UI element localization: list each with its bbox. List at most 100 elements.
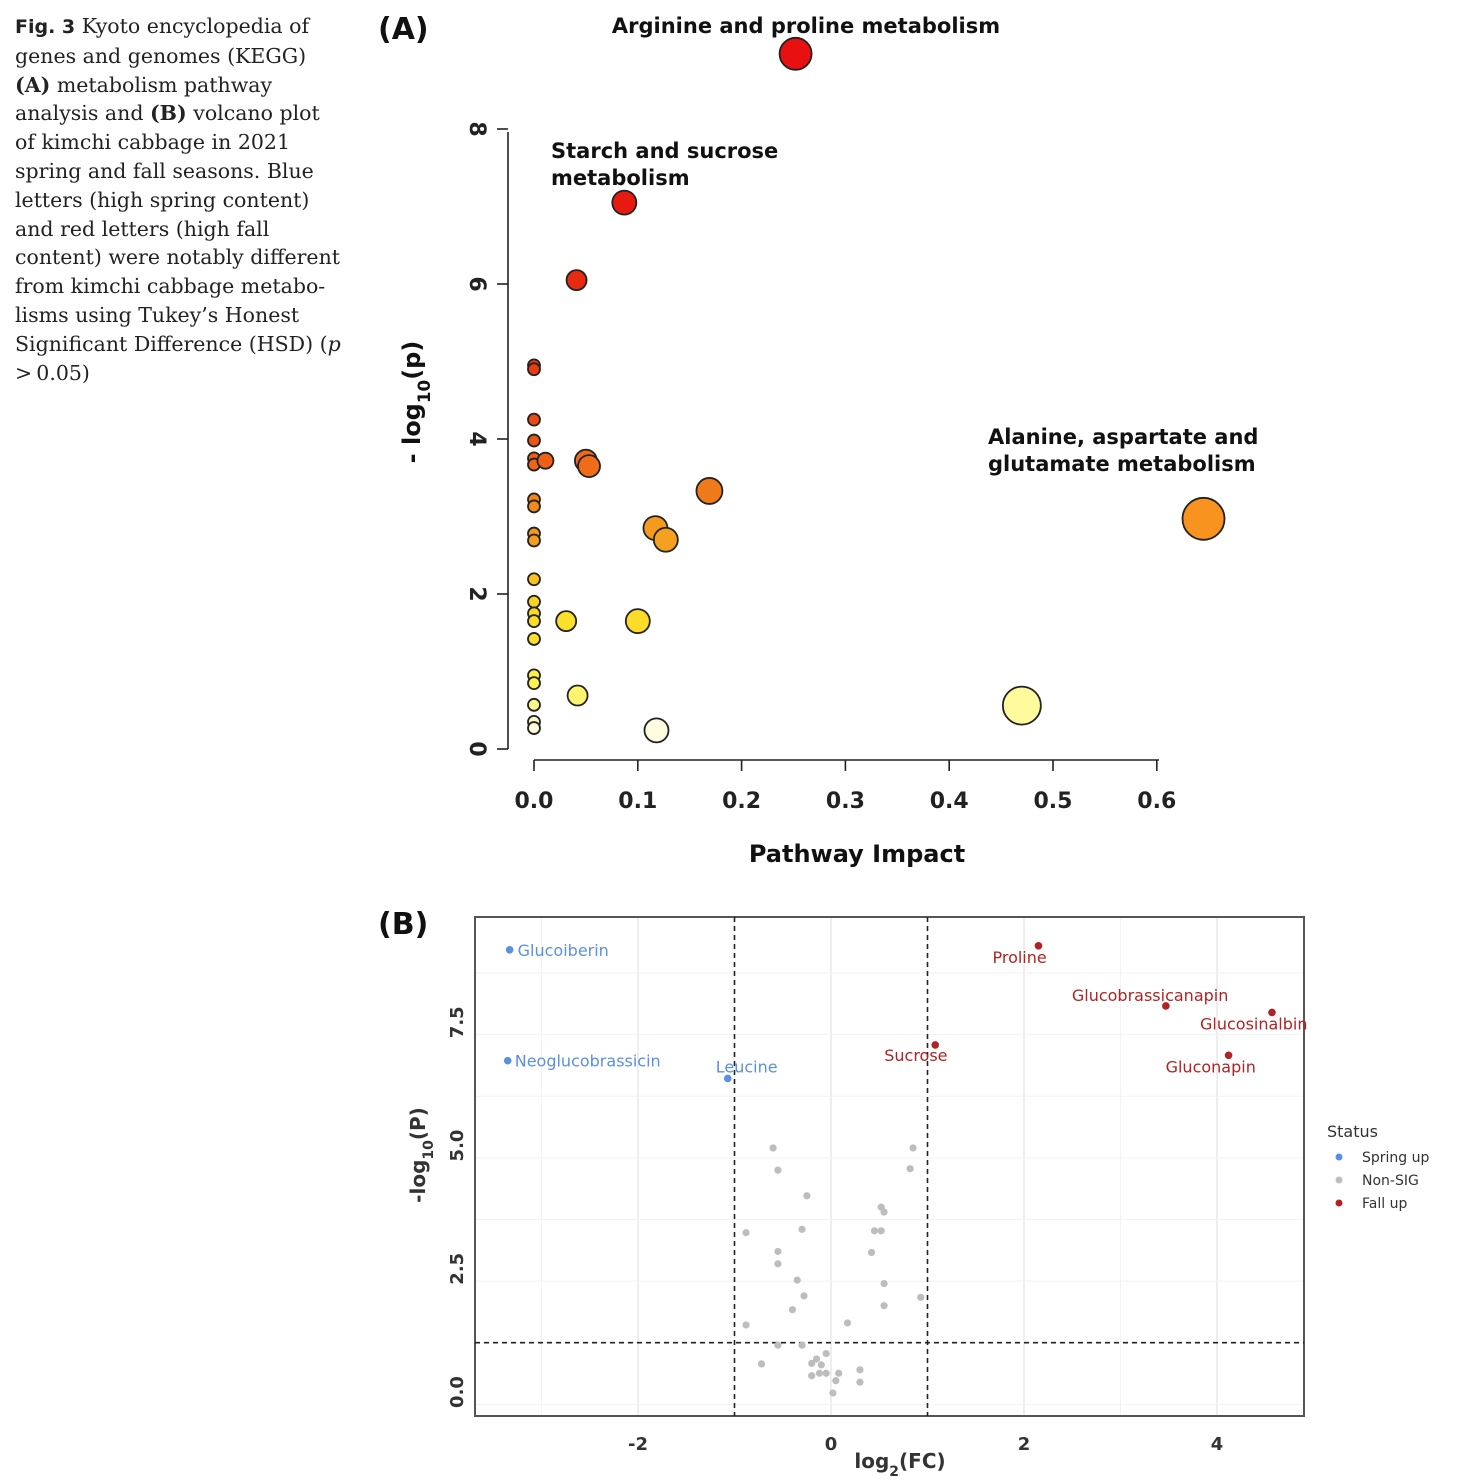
pathway-point	[527, 362, 541, 377]
nonsig-point	[829, 1389, 837, 1397]
caption-text-1: Kyoto encyclopedia of genes and genomes …	[15, 14, 310, 68]
metabolite-label: Proline	[992, 948, 1046, 967]
x-tick-label: 0.2	[722, 789, 761, 814]
nonsig-point	[769, 1144, 777, 1152]
pathway-point	[643, 717, 670, 744]
caption-panel-b-ref: (B)	[149, 101, 187, 126]
pathway-point	[536, 451, 555, 470]
x-tick-label: 0	[825, 1434, 838, 1455]
x-tick-label: 0.6	[1137, 789, 1176, 814]
pathway-point	[527, 632, 541, 646]
pathway-point	[527, 499, 541, 514]
pathway-point	[611, 189, 638, 216]
metabolite-label: Glucosinalbin	[1200, 1014, 1307, 1033]
pathway-point	[624, 608, 651, 635]
nonsig-point	[822, 1349, 830, 1358]
pathway-annotation: metabolism	[551, 166, 690, 190]
y-tick-label: 6	[464, 276, 489, 291]
y-tick-label: 0	[464, 741, 489, 756]
metabolite-label: Leucine	[716, 1057, 778, 1076]
legend-label: Non-SIG	[1362, 1173, 1419, 1189]
metabolite-label: Glucobrassicanapin	[1072, 986, 1229, 1005]
x-axis-title: log2(FC)	[854, 1449, 945, 1480]
pathway-annotation: glutamate metabolism	[988, 452, 1256, 476]
legend-label: Spring up	[1362, 1150, 1430, 1166]
y-tick-label: 5.0	[447, 1130, 468, 1162]
plot-border	[474, 916, 1305, 1417]
nonsig-point	[906, 1165, 914, 1173]
nonsig-point	[812, 1355, 821, 1363]
pathway-annotation: Alanine, aspartate and	[988, 425, 1258, 449]
pathway-point	[527, 614, 541, 629]
legend-label: Fall up	[1362, 1196, 1407, 1212]
nonsig-point	[880, 1279, 888, 1288]
fall-point	[931, 1041, 940, 1049]
nonsig-point	[880, 1208, 888, 1216]
pathway-point	[778, 36, 813, 71]
y-tick-label: 8	[464, 121, 489, 136]
x-tick-label: 0.0	[515, 789, 554, 814]
x-tick-label: 4	[1211, 1434, 1224, 1455]
pathway-point	[652, 526, 679, 553]
pathway-point	[695, 477, 724, 505]
nonsig-point	[832, 1377, 840, 1385]
x-tick-label: -2	[628, 1434, 648, 1455]
nonsig-point	[808, 1372, 816, 1380]
pathway-point	[565, 269, 588, 292]
metabolite-label: Sucrose	[884, 1046, 947, 1065]
spring-point	[503, 1056, 512, 1065]
fall-point	[1268, 1008, 1276, 1017]
x-tick-label: 0.1	[618, 789, 657, 814]
nonsig-point	[870, 1227, 879, 1235]
nonsig-point	[798, 1341, 806, 1349]
fall-point	[1034, 942, 1043, 950]
nonsig-point	[817, 1361, 825, 1369]
fall-point	[1224, 1051, 1233, 1060]
pathway-point	[527, 676, 541, 691]
nonsig-point	[742, 1321, 750, 1329]
nonsig-point	[793, 1276, 801, 1284]
spring-point	[505, 945, 514, 954]
spring-point	[723, 1074, 732, 1083]
caption-p-close: > 0.05)	[15, 331, 345, 385]
fall-point	[1162, 1002, 1170, 1010]
caption-panel-a-ref: (A)	[15, 72, 51, 97]
nonsig-point	[815, 1369, 824, 1377]
nonsig-point	[800, 1292, 808, 1300]
pathway-point	[566, 684, 589, 707]
metabolite-label: Glucoiberin	[518, 941, 609, 960]
y-tick-label: 2.5	[447, 1253, 468, 1285]
caption-p-var: p	[327, 331, 341, 356]
pathway-annotation: Arginine and proline metabolism	[612, 14, 1000, 38]
pathway-point	[527, 533, 541, 548]
nonsig-point	[877, 1227, 885, 1235]
nonsig-point	[835, 1369, 843, 1377]
nonsig-point	[880, 1302, 888, 1310]
y-axis-title: -log10(P)	[406, 1107, 437, 1203]
nonsig-point	[788, 1306, 797, 1314]
pathway-point	[527, 721, 541, 735]
y-tick-label: 7.5	[447, 1006, 468, 1038]
nonsig-point	[774, 1260, 782, 1268]
nonsig-point	[822, 1369, 830, 1377]
nonsig-point	[808, 1359, 816, 1368]
nonsig-point	[774, 1166, 782, 1174]
pathway-point	[555, 610, 578, 633]
pathway-point	[527, 412, 541, 427]
caption-text-3: volcano plot of kimchi cabbage in 2021 s…	[15, 101, 341, 356]
legend-key	[1335, 1199, 1343, 1207]
nonsig-point	[774, 1341, 782, 1349]
legend-title: Status	[1327, 1122, 1378, 1141]
y-tick-label: 2	[464, 586, 489, 601]
x-tick-label: 0.5	[1034, 789, 1073, 814]
nonsig-point	[917, 1293, 925, 1301]
nonsig-point	[856, 1378, 864, 1386]
nonsig-point	[774, 1247, 782, 1256]
x-tick-label: 0.4	[930, 789, 969, 814]
x-tick-label: 2	[1018, 1434, 1031, 1455]
nonsig-point	[843, 1319, 852, 1327]
y-tick-label: 4	[464, 431, 489, 446]
legend-key	[1335, 1176, 1343, 1184]
nonsig-point	[757, 1360, 766, 1368]
legend-key	[1335, 1153, 1343, 1161]
